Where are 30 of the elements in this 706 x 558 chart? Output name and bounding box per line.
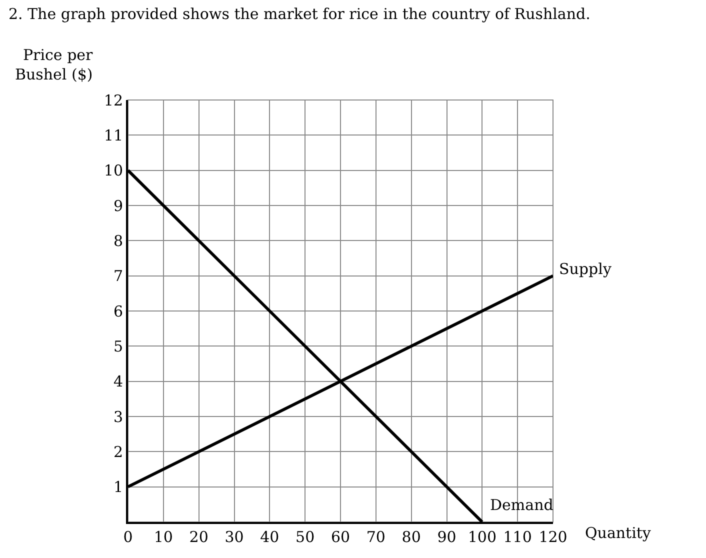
x-tick-label: 100 [468,528,496,546]
y-tick-label: 12 [104,91,123,110]
y-tick-label: 6 [113,302,123,320]
y-tick-label: 8 [113,232,123,250]
y-tick-label: 5 [113,337,123,356]
y-tick-label: 2 [113,442,123,461]
x-tick-label: 120 [538,528,568,546]
annotation: Demand [490,496,554,514]
x-tick-label: 40 [260,528,280,546]
x-tick-label: 50 [296,528,315,546]
chart-title: 2. The graph provided shows the market for rice in the country of Rushland. [8,4,590,23]
x-tick-label: 80 [402,528,421,546]
y-tick-label: 1 [113,478,123,496]
x-tick-label: 90 [437,528,456,546]
y-tick-label: 11 [104,126,123,144]
x-tick-label: 110 [503,528,532,546]
x-tick-label: 30 [224,528,244,546]
x-tick-label: 10 [154,528,173,546]
y-tick-label: 9 [113,196,123,215]
y-axis-title: Price per Bushel ($) [15,46,94,84]
x-tick-label: 0 [123,528,133,546]
x-axis-title: Quantity [585,524,652,542]
x-tick-label: 70 [366,528,386,546]
y-tick-label: 7 [113,267,123,286]
x-tick-label: 20 [189,528,208,546]
y-tick-label: 3 [113,408,123,426]
annotation: Supply [559,260,612,278]
y-tick-label: 10 [104,162,123,180]
y-tick-label: 4 [113,372,123,391]
x-tick-label: 60 [330,528,350,546]
